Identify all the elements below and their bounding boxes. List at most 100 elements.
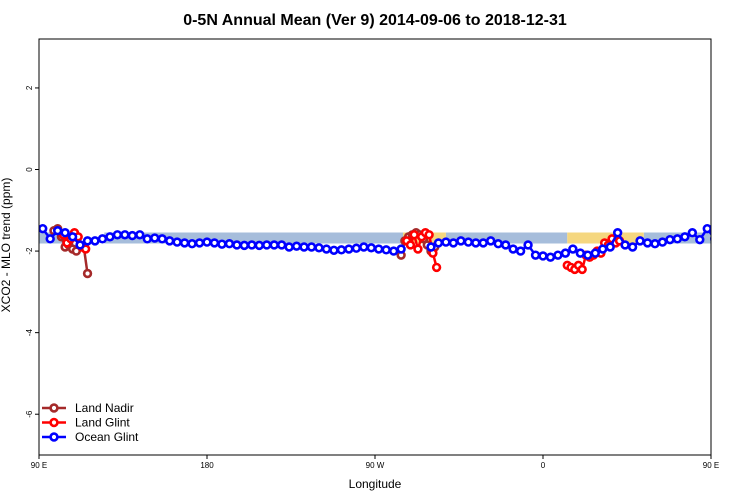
legend-item: Land Glint [42, 416, 130, 430]
data-point [366, 243, 376, 253]
data-point [247, 240, 257, 250]
data-point [329, 245, 339, 255]
data-point [194, 238, 205, 248]
y-axis: 2 0 -2 -4 -6 [25, 85, 39, 418]
data-point [478, 238, 488, 248]
data-point [441, 237, 451, 247]
chart-title: 0-5N Annual Mean (Ver 9) 2014-09-06 to 2… [183, 12, 567, 29]
data-point [538, 251, 548, 261]
legend-marker [49, 417, 59, 428]
data-point [232, 240, 242, 250]
data-point [590, 248, 600, 258]
data-point [336, 245, 347, 255]
data-point [405, 240, 416, 250]
data-point [627, 242, 638, 252]
data-point [262, 240, 272, 250]
data-point [351, 243, 362, 253]
data-point [202, 237, 212, 247]
legend-label: Ocean Glint [75, 430, 139, 444]
data-point [665, 234, 675, 245]
data-point [523, 240, 533, 250]
data-point [239, 240, 250, 251]
legend-marker [49, 432, 59, 442]
data-point [388, 246, 399, 256]
data-point [515, 246, 526, 256]
data-point [306, 242, 317, 252]
data-point [734, 227, 741, 234]
data-point [120, 230, 130, 240]
data-point [179, 238, 190, 248]
legend-label: Land Glint [75, 416, 130, 430]
data-point [45, 234, 55, 244]
x-tick-label: 90 W [366, 461, 385, 470]
data-point [687, 228, 698, 238]
data-point [359, 242, 369, 252]
data-point [719, 227, 726, 234]
data-point [269, 240, 279, 250]
data-point [413, 244, 423, 254]
y-tick-label: 0 [25, 167, 34, 172]
data-point [730, 233, 737, 240]
y-tick-label: -6 [25, 410, 34, 418]
data-point [321, 244, 332, 254]
y-tick-label: 2 [25, 85, 34, 90]
series-ocean-glint [39, 223, 741, 262]
data-point [743, 229, 750, 236]
data-point [463, 237, 474, 247]
data-point [575, 248, 586, 258]
data-point [486, 236, 496, 246]
data-point [612, 228, 623, 238]
data-point [75, 240, 85, 250]
data-point [560, 248, 571, 258]
data-point [745, 248, 750, 255]
data-point [726, 225, 733, 232]
data-point [456, 236, 466, 246]
data-point [433, 238, 444, 248]
data-point [60, 228, 70, 238]
data-point [254, 240, 264, 251]
data-point [224, 239, 235, 249]
data-point [127, 230, 138, 241]
legend-label: Land Nadir [75, 401, 134, 415]
data-point [82, 268, 93, 279]
data-point [672, 234, 683, 244]
data-point [52, 225, 63, 236]
data-point [150, 233, 160, 243]
data-point [424, 230, 434, 240]
legend-item: Ocean Glint [42, 430, 139, 444]
x-tick-label: 90 E [31, 461, 47, 470]
data-point [500, 240, 511, 250]
data-point [344, 244, 354, 254]
data-point [291, 241, 302, 251]
data-point [90, 236, 100, 246]
data-point [284, 242, 294, 252]
data-point [702, 223, 711, 234]
data-point [545, 252, 556, 262]
data-point [605, 242, 615, 252]
data-point [426, 242, 436, 252]
legend-item: Land Nadir [42, 401, 134, 415]
data-point [734, 244, 741, 251]
series-line [735, 233, 750, 249]
data-point [112, 230, 123, 240]
data-point [448, 238, 459, 248]
data-point [598, 244, 608, 254]
y-tick-label: -4 [25, 329, 34, 337]
data-point [723, 227, 730, 234]
data-point [172, 237, 182, 247]
data-point [82, 236, 93, 246]
data-point [381, 245, 391, 255]
y-axis-label: XCO2 - MLO trend (ppm) [0, 178, 13, 313]
data-point [650, 239, 660, 249]
data-point [142, 234, 152, 244]
data-point [97, 234, 108, 244]
x-tick-label: 0 [541, 461, 546, 470]
data-point [157, 234, 167, 244]
data-point [710, 235, 711, 242]
data-point [276, 240, 287, 250]
data-point [642, 238, 653, 248]
x-axis-label: Longitude [349, 477, 402, 491]
data-point [736, 240, 743, 247]
data-point [164, 236, 175, 246]
